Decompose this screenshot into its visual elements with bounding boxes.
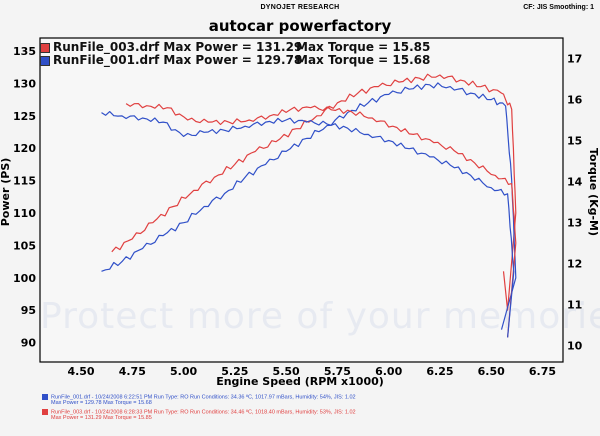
legend-swatch-icon (40, 42, 50, 53)
y-tick-label: 90 (21, 337, 37, 350)
y-tick-label: 100 (13, 272, 36, 285)
y2-tick-label: 14 (567, 176, 583, 189)
plot-area (39, 37, 564, 363)
x-tick-label: 5.00 (170, 365, 197, 378)
footer-run003: RunFile_003.drf - 10/24/2008 6:28:33 PM … (42, 409, 356, 421)
footer-line1: RunFile_001.drf - 10/24/2008 6:22:51 PM … (51, 394, 356, 401)
chart-title: autocar powerfactory (208, 17, 392, 35)
watermark-text: Protect more of your memories for less! (40, 296, 600, 337)
legend-power: Max Power = 131.29 (163, 40, 303, 54)
y2-tick-label: 13 (567, 217, 582, 230)
legend-item-run003: RunFile_003.drf Max Power = 131.29 (40, 40, 302, 54)
legend-torque-run001: Max Torque = 15.68 (296, 53, 431, 67)
footer-swatch-icon (42, 394, 48, 400)
series-line-2 (125, 103, 517, 338)
series-line-3 (101, 111, 515, 338)
x-tick-label: 6.25 (426, 365, 453, 378)
y-tick-label: 130 (13, 77, 36, 90)
y2-axis-label: Torque (Kg-M) (587, 148, 600, 236)
legend-torque-run003: Max Torque = 15.85 (296, 40, 431, 54)
y2-tick-label: 16 (567, 94, 583, 107)
brand-header: DYNOJET RESEARCH (260, 4, 340, 11)
y2-tick-label: 17 (567, 53, 582, 66)
footer-line2: Max Power = 129.78 Max Torque = 15.68 (51, 400, 152, 407)
y-tick-label: 125 (13, 110, 36, 123)
x-tick-label: 5.75 (324, 365, 351, 378)
y2-tick-label: 10 (567, 340, 583, 353)
y-tick-label: 110 (13, 207, 36, 220)
axes (39, 37, 564, 363)
footer-line2: Max Power = 131.29 Max Torque = 15.85 (51, 415, 152, 422)
y2-tick-label: 15 (567, 135, 582, 148)
y-tick-label: 105 (13, 239, 36, 252)
legend-swatch-icon (40, 55, 50, 66)
y-axis-label: Power (PS) (0, 158, 12, 227)
legend-file: RunFile_001.drf (53, 53, 160, 67)
series-line-0 (111, 73, 517, 311)
y2-tick-label: 11 (567, 299, 582, 312)
x-tick-label: 5.25 (221, 365, 248, 378)
legend-power: Max Power = 129.78 (163, 53, 303, 67)
x-tick-label: 4.75 (119, 365, 146, 378)
tick-labels: 4.50 4.75 5.00 5.25 5.50 5.75 6.00 6.25 6.50 6.75… (13, 45, 583, 378)
settings-header: CF: JIS Smoothing: 1 (523, 4, 594, 11)
footer-line1: RunFile_003.drf - 10/24/2008 6:28:33 PM … (51, 409, 356, 416)
x-tick-label: 6.00 (375, 365, 402, 378)
x-tick-label: 4.50 (67, 365, 94, 378)
x-tick-label: 6.75 (529, 365, 556, 378)
legend-item-run001: RunFile_001.drf Max Power = 129.78 (40, 53, 302, 67)
footer-run001: RunFile_001.drf - 10/24/2008 6:22:51 PM … (42, 394, 356, 406)
x-tick-label: 6.50 (478, 365, 505, 378)
y-tick-label: 120 (13, 142, 36, 155)
y-tick-label: 115 (13, 175, 36, 188)
series-lines (101, 73, 517, 338)
x-axis-label: Engine Speed (RPM x1000) (216, 375, 384, 388)
series-line-1 (101, 82, 517, 330)
y-tick-label: 135 (13, 45, 36, 58)
legend-file: RunFile_003.drf (53, 40, 160, 54)
y-tick-label: 95 (21, 304, 36, 317)
x-tick-label: 5.50 (273, 365, 300, 378)
footer-swatch-icon (42, 409, 48, 415)
y2-tick-label: 12 (567, 258, 582, 271)
